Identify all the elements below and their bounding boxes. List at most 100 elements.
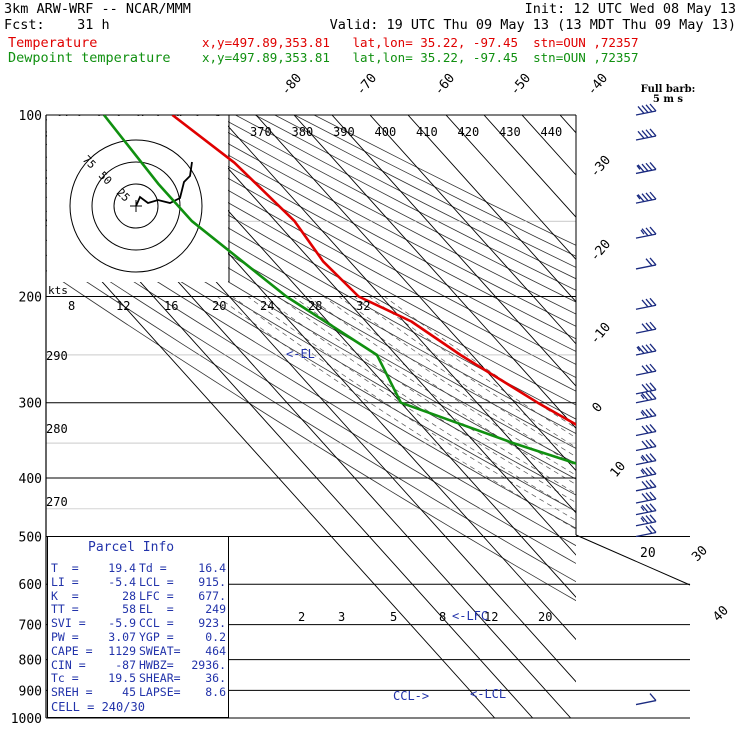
parcel-param-name: LCL = <box>139 574 174 589</box>
wind-barb <box>635 128 657 141</box>
barb-legend-line2: 5 m s <box>652 94 684 105</box>
parcel-info-title: Parcel Info <box>88 540 175 555</box>
parcel-info-row: T = 19.4 Td = 16.4 <box>51 561 227 575</box>
parcel-param-value: 16.4 <box>198 561 226 575</box>
parcel-cell: CELL = 240/30 <box>51 700 145 714</box>
wind-barb-flag <box>641 228 649 237</box>
parcel-param-name: LAPSE= <box>139 685 181 700</box>
wind-barb-staff <box>635 459 657 466</box>
hodograph-speed-label: 16 <box>164 299 178 313</box>
wind-barb-staff <box>635 110 657 116</box>
wind-barb-flag <box>649 453 657 462</box>
wind-barb <box>635 103 657 116</box>
wind-barb-flag <box>641 468 649 477</box>
theta-label: 270 <box>46 495 68 509</box>
wind-barb-half <box>640 229 645 235</box>
wind-barb-flag <box>641 345 649 353</box>
hodograph-units-label: kts <box>48 284 68 297</box>
wind-barb-flag <box>645 525 653 534</box>
wind-barb <box>635 525 657 538</box>
temperature-curve <box>171 115 576 426</box>
parcel-param-name: CIN = <box>51 657 86 672</box>
parcel-param-value: -5.4 <box>108 574 136 589</box>
wind-barb-staff <box>635 430 657 437</box>
wind-barb-half <box>640 469 645 475</box>
hodograph-speed-label: 32 <box>356 299 370 313</box>
wind-barb-flag <box>637 345 645 354</box>
theta-e-label: 440 <box>541 125 563 139</box>
isotherm-label: 0 <box>590 400 607 416</box>
wind-barb-flag <box>649 103 657 112</box>
wind-barb-flag <box>649 128 657 137</box>
mixing-ratio-label: 5 <box>390 610 397 624</box>
wind-barb-flag <box>641 384 649 392</box>
wind-barb-flag <box>641 299 649 308</box>
header-model: 3km ARW-WRF -- NCAR/MMM <box>4 1 191 17</box>
wind-barb-flag <box>649 424 657 432</box>
isotherm-line <box>598 115 740 718</box>
wind-barb-staff <box>635 486 657 492</box>
parcel-param-name: T = <box>51 561 79 575</box>
parcel-param-name: CCL = <box>139 616 174 631</box>
hodograph-ring <box>113 183 159 229</box>
wind-barb-flag <box>645 439 653 448</box>
dewpoint-legend-info: x,y=497.89,353.81 lat,lon= 35.22, -97.45… <box>202 50 639 65</box>
dewpoint-legend-label: Dewpoint temperature <box>8 50 171 66</box>
moist-adiabat-line <box>262 296 576 503</box>
parcel-param-name: SWEAT= <box>139 643 181 658</box>
wind-barb-half <box>636 194 641 200</box>
wind-barb-staff <box>635 510 657 516</box>
wind-barb-flag <box>641 480 649 489</box>
barb-legend: Full barb: 5 m s <box>632 85 704 105</box>
isotherm-line <box>255 115 576 472</box>
wind-barb <box>635 363 657 376</box>
parcel-param-value: 19.4 <box>108 561 136 575</box>
wind-barb-flag <box>641 515 649 524</box>
wind-barb <box>635 503 657 516</box>
wind-barb-staff <box>635 498 657 504</box>
wind-barb-flag <box>641 504 649 513</box>
isotherm-line <box>407 115 576 303</box>
isotherm-label: -60 <box>432 71 459 99</box>
parcel-param-name: HWBZ= <box>139 657 174 672</box>
wind-barb <box>635 408 657 421</box>
wind-barb-flag <box>649 439 657 447</box>
isotherm-label: 30 <box>689 543 711 565</box>
dry-adiabat-line <box>215 115 576 303</box>
wind-barb <box>635 257 657 270</box>
wind-barb-flag <box>637 194 645 202</box>
wind-barb <box>635 693 657 706</box>
pressure-tick-label: 800 <box>19 654 42 669</box>
wind-barb-staff <box>635 233 657 239</box>
wind-barb-flag <box>641 193 649 202</box>
wind-barb-staff <box>635 304 657 310</box>
moist-adiabat-line <box>368 296 576 439</box>
hodograph-speed-label: 28 <box>308 299 322 313</box>
theta-e-label: 430 <box>499 125 521 139</box>
wind-barb-flag <box>645 392 653 400</box>
moist-adiabat-line <box>232 296 576 521</box>
wind-barb-flag <box>649 693 657 701</box>
parcel-param-name: TT = <box>51 602 79 617</box>
wind-barb-staff <box>635 699 657 706</box>
isotherm-label: -30 <box>588 153 615 181</box>
el-marker-label: <-EL <box>286 347 315 361</box>
parcel-param-name: YGP = <box>139 629 174 644</box>
parcel-info-panel: Parcel Info T = 19.4 Td = 16.4 LI = -5.4 LCL =… <box>47 536 229 718</box>
wind-barb-half <box>640 517 645 523</box>
parcel-info-row: LI = -5.4 LCL = 915. <box>51 575 227 589</box>
hodograph-speed-label: 20 <box>212 299 226 313</box>
pressure-tick-label: 200 <box>19 291 42 306</box>
wind-barb <box>635 466 657 479</box>
wind-barb-flag <box>645 453 653 462</box>
parcel-param-name: SVI = <box>51 616 86 631</box>
isotherm-label: -40 <box>585 71 612 99</box>
wind-barb <box>635 453 657 466</box>
parcel-param-name: SHEAR= <box>139 671 181 686</box>
wind-barb <box>635 382 657 395</box>
wind-barb-flag <box>649 363 657 372</box>
parcel-param-value: 923. <box>198 616 226 631</box>
isotherm-line <box>46 218 496 718</box>
mixing-ratio-label: 2 <box>298 610 305 624</box>
